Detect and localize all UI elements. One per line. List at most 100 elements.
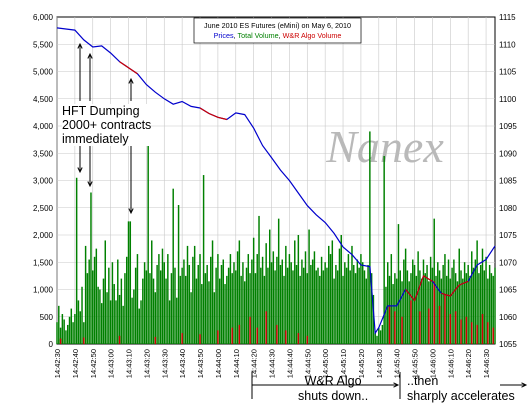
volume-bar bbox=[485, 256, 487, 344]
legend-box bbox=[193, 17, 362, 44]
volume-bar bbox=[295, 264, 298, 344]
volume-bar bbox=[265, 243, 267, 344]
volume-bar bbox=[233, 262, 235, 344]
volume-bar bbox=[288, 254, 291, 344]
y-left-tick-label: 1,500 bbox=[33, 258, 54, 267]
volume-bar bbox=[81, 286, 83, 344]
algo-volume-bar bbox=[410, 300, 412, 344]
volume-bar bbox=[99, 289, 101, 344]
volume-bar bbox=[229, 254, 232, 344]
legend-item: W&R Algo Volume bbox=[283, 31, 342, 40]
volume-bar bbox=[83, 322, 85, 344]
volume-bar bbox=[406, 270, 409, 344]
volume-bar bbox=[462, 278, 464, 344]
volume-bar bbox=[474, 259, 477, 344]
y-left-tick-label: 5,500 bbox=[33, 40, 54, 49]
volume-bar bbox=[202, 175, 205, 344]
volume-bar bbox=[269, 229, 271, 344]
volume-bar bbox=[322, 270, 325, 344]
volume-bar bbox=[419, 270, 421, 344]
volume-bar bbox=[306, 273, 309, 344]
algo-volume-bar bbox=[154, 336, 157, 344]
volume-bar bbox=[454, 273, 457, 344]
y-right-tick-label: 1090 bbox=[499, 149, 517, 158]
price-line-algo-segment bbox=[199, 107, 227, 121]
algo-volume-bar bbox=[199, 334, 201, 344]
volume-bar bbox=[383, 155, 385, 344]
volume-bar bbox=[197, 264, 199, 344]
volume-bar bbox=[263, 275, 266, 344]
volume-bar bbox=[453, 259, 455, 344]
volume-bar bbox=[79, 311, 81, 344]
annotation-then-accelerates: ..then sharply accelerates bbox=[407, 374, 515, 403]
x-tick-label: 14:45:40 bbox=[393, 349, 402, 378]
volume-bar bbox=[243, 281, 246, 344]
volume-bar bbox=[483, 270, 486, 344]
y-left-tick-label: 4,000 bbox=[33, 122, 54, 131]
y-right-tick-label: 1115 bbox=[499, 13, 516, 22]
y-right-tick-label: 1110 bbox=[499, 40, 516, 49]
x-tick-label: 14:43:10 bbox=[125, 349, 134, 378]
y-left-tick-label: 6,000 bbox=[33, 13, 54, 22]
volume-bar bbox=[97, 286, 99, 344]
volume-bar bbox=[328, 245, 330, 344]
volume-bar bbox=[478, 273, 480, 344]
volume-bar bbox=[170, 273, 173, 344]
volume-bar bbox=[61, 314, 64, 344]
algo-volume-bar bbox=[388, 305, 391, 344]
volume-bar bbox=[149, 273, 151, 344]
volume-bar bbox=[292, 270, 294, 344]
algo-volume-bar bbox=[481, 314, 484, 344]
volume-bar bbox=[199, 254, 201, 344]
volume-bar bbox=[260, 267, 262, 344]
volume-bar bbox=[472, 267, 475, 344]
volume-bar bbox=[372, 294, 375, 344]
volume-bar bbox=[154, 292, 157, 344]
volume-bar bbox=[401, 281, 403, 344]
volume-bar bbox=[167, 254, 169, 344]
volume-bar bbox=[274, 270, 276, 344]
volume-bar bbox=[420, 278, 423, 344]
volume-bar bbox=[270, 262, 273, 344]
x-tick-label: 14:44:50 bbox=[303, 349, 312, 378]
volume-bar bbox=[451, 267, 453, 344]
y-left-tick-label: 3,500 bbox=[33, 149, 54, 158]
volume-bar bbox=[210, 256, 212, 344]
y-left-tick-label: 2,500 bbox=[33, 204, 54, 213]
volume-bar bbox=[329, 254, 332, 344]
volume-bar bbox=[403, 259, 405, 344]
x-tick-label: 14:44:00 bbox=[214, 349, 223, 378]
x-tick-label: 14:43:20 bbox=[142, 349, 151, 378]
volume-bar bbox=[93, 256, 96, 344]
volume-bar bbox=[437, 262, 439, 344]
volume-bar bbox=[193, 245, 196, 344]
volume-bar bbox=[440, 278, 443, 344]
algo-volume-bar bbox=[265, 311, 267, 344]
volume-bar bbox=[247, 254, 250, 344]
volume-bar bbox=[63, 319, 65, 344]
volume-bar bbox=[66, 324, 69, 344]
volume-bar bbox=[213, 292, 216, 344]
y-left-tick-label: 0 bbox=[49, 340, 54, 349]
volume-bar bbox=[301, 259, 303, 344]
algo-volume-bar bbox=[471, 322, 473, 344]
legend-item: , bbox=[234, 31, 238, 40]
x-tick-label: 14:42:30 bbox=[53, 349, 62, 378]
volume-bar bbox=[222, 259, 224, 344]
volume-bar bbox=[134, 267, 137, 344]
x-tick-label: 14:45:00 bbox=[321, 349, 330, 378]
volume-bar bbox=[299, 275, 301, 344]
algo-volume-bar bbox=[394, 311, 396, 344]
volume-bar bbox=[335, 264, 337, 344]
volume-bar bbox=[143, 262, 146, 344]
algo-volume-bar bbox=[419, 311, 421, 344]
volume-bar bbox=[56, 322, 58, 344]
arrow-down-3-head bbox=[128, 208, 134, 215]
volume-bar bbox=[227, 267, 230, 344]
legend: June 2010 ES Futures (eMini) on May 6, 2… bbox=[193, 17, 362, 44]
algo-volume-bar bbox=[181, 333, 183, 344]
volume-bar bbox=[379, 330, 382, 344]
annotation-hft-dumping: HFT Dumping 2000+ contracts immediately bbox=[62, 104, 152, 146]
volume-bar bbox=[465, 273, 468, 344]
